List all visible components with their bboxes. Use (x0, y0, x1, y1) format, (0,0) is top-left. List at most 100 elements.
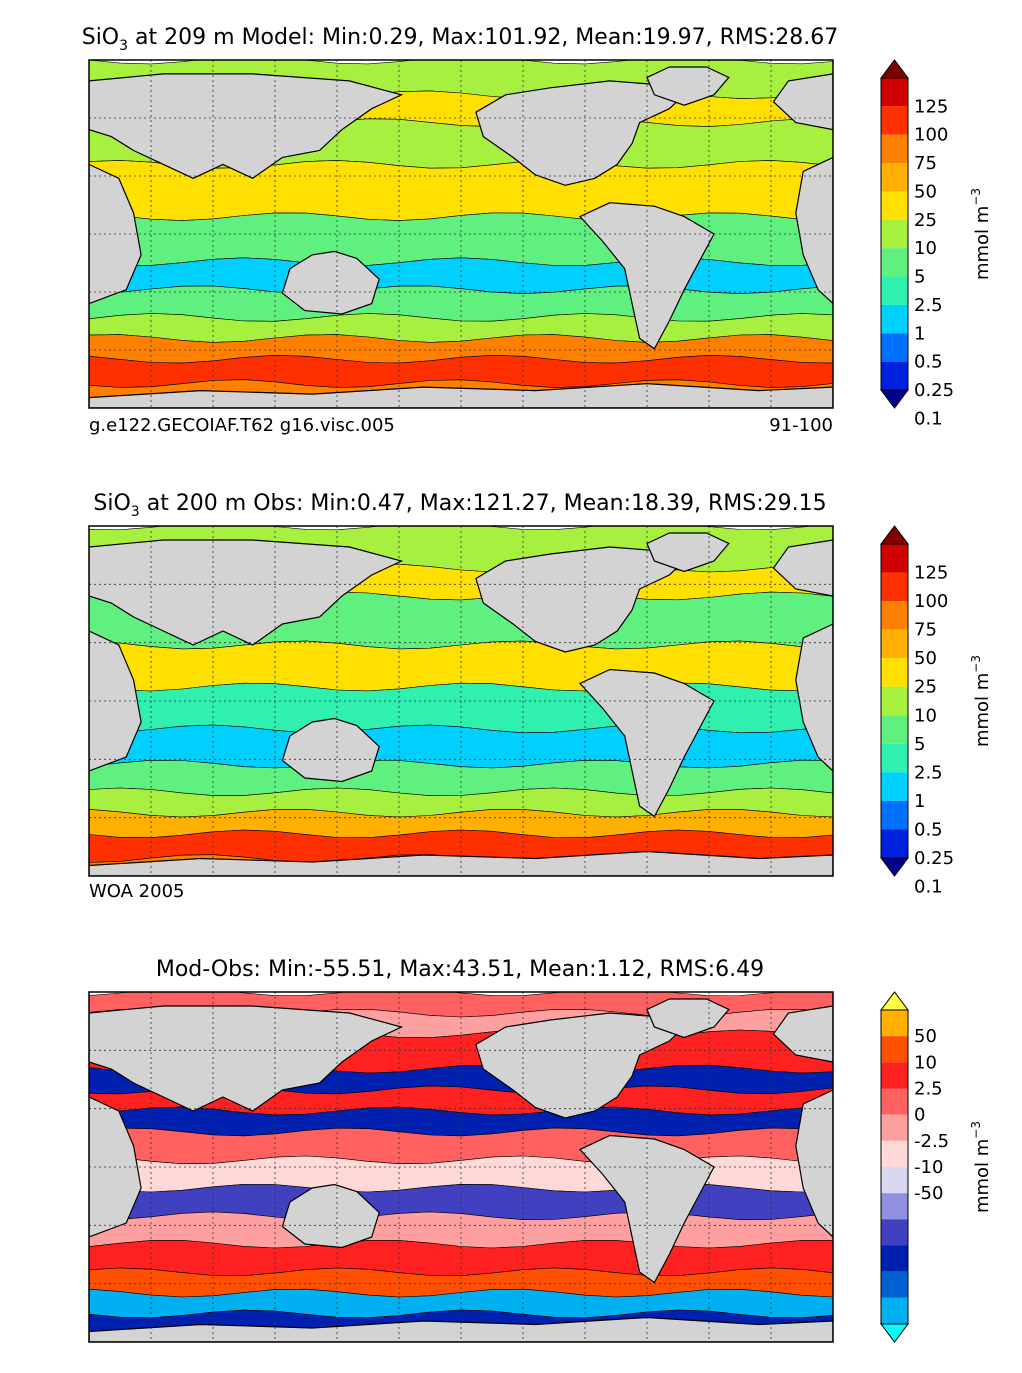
colorbar: 125 100 75 50 25 10 5 2.5 1 0.5 0.25 0.1 (880, 525, 954, 898)
land-mass (646, 532, 730, 573)
map-panel-3: 50 10 2.5 0 -2.5 -10 -50 mmol m−3 Mod-Obs: Min:-… (88, 957, 993, 1343)
colorbar-segment (881, 1088, 908, 1115)
colorbar-extend-bottom (880, 857, 909, 877)
colorbar-tick-label: 75 (914, 153, 937, 174)
colorbar-tick-label: 0 (914, 1105, 925, 1126)
colorbar-tick-label: 50 (914, 181, 937, 202)
colorbar-tick-label: 25 (914, 677, 937, 698)
colorbar-tick-label: 0.25 (914, 848, 954, 869)
colorbar-segment (881, 248, 908, 277)
colorbar-tick-label: 0.5 (914, 819, 943, 840)
colorbar-segment (881, 1297, 908, 1324)
map-field (89, 60, 833, 408)
map-field (89, 992, 833, 1342)
colorbar-tick-label: 5 (914, 734, 925, 755)
land-mass (795, 156, 833, 305)
colorbar-segment (881, 686, 908, 716)
colorbar-tick-label: 10 (914, 1052, 937, 1073)
map-frame (88, 525, 834, 877)
colorbar-tick-label: 25 (914, 210, 937, 231)
caption-right: 91-100 (769, 415, 833, 436)
colorbar-tick-label: 10 (914, 238, 937, 259)
colorbar-tick-label: -10 (914, 1157, 943, 1178)
colorbar-tick-label: 125 (914, 563, 948, 584)
colorbar-tick-label: 100 (914, 591, 948, 612)
colorbar-segment (881, 800, 908, 830)
colorbar-segment (881, 191, 908, 220)
colorbar: 125 100 75 50 25 10 5 2.5 1 0.5 0.25 0.1 (880, 59, 954, 429)
colorbar: 50 10 2.5 0 -2.5 -10 -50 (880, 991, 949, 1343)
colorbar-segment (881, 629, 908, 659)
land-mass (281, 717, 380, 783)
colorbar-segment (881, 361, 908, 390)
colorbar-segment (881, 1271, 908, 1298)
colorbar-extend-top (880, 59, 909, 79)
colorbar-tick-label: -2.5 (914, 1131, 949, 1152)
colorbar-segment (881, 219, 908, 249)
colorbar-frame (880, 77, 909, 391)
colorbar-segment (881, 1167, 908, 1194)
caption-left: g.e122.GECOIAF.T62 g16.visc.005 (89, 415, 395, 436)
colorbar-units-label: mmol m−3 (969, 188, 993, 280)
colorbar-segment (881, 715, 908, 744)
colorbar-segment (881, 163, 908, 192)
colorbar-segment (881, 1010, 908, 1037)
colorbar-extend-bottom (880, 1323, 909, 1343)
map-panel-1: 125 100 75 50 25 10 5 2.5 1 0.5 0.25 0.1 mmol m−3 SiO… (82, 25, 993, 436)
colorbar-segment (881, 1219, 908, 1246)
colorbar-tick-label: 0.5 (914, 352, 943, 373)
colorbar-segment (881, 743, 908, 773)
colorbar-tick-label: 1 (914, 791, 925, 812)
land-mass (89, 73, 404, 179)
land-mass (772, 1005, 833, 1063)
colorbar-segment (881, 1036, 908, 1063)
land-mass (772, 539, 833, 597)
colorbar-segment (881, 1245, 908, 1272)
colorbar-tick-label: 75 (914, 620, 937, 641)
panel-title: Mod-Obs: Min:-55.51, Max:43.51, Mean:1.1… (156, 957, 764, 982)
land-mass (795, 1089, 833, 1238)
land-mass (89, 539, 404, 646)
colorbar-frame (880, 1009, 909, 1325)
colorbar-extend-top (880, 991, 909, 1011)
colorbar-segment (881, 1062, 908, 1089)
land-mass (281, 1183, 380, 1249)
colorbar-extend-bottom (880, 389, 909, 409)
map-panel-2: 125 100 75 50 25 10 5 2.5 1 0.5 0.25 0.1 mmol m−3 SiO… (88, 491, 993, 902)
colorbar-segment (881, 829, 908, 858)
colorbar-segment (881, 544, 908, 573)
colorbar-segment (881, 304, 908, 334)
colorbar-segment (881, 276, 908, 305)
caption-left: WOA 2005 (89, 881, 185, 902)
colorbar-tick-label: 50 (914, 648, 937, 669)
colorbar-tick-label: 5 (914, 267, 925, 288)
colorbar-tick-label: 0.25 (914, 380, 954, 401)
colorbar-segment (881, 333, 908, 362)
colorbar-segment (881, 1114, 908, 1141)
colorbar-tick-label: 100 (914, 125, 948, 146)
land-mass (795, 623, 833, 772)
colorbar-tick-label: 0.1 (914, 408, 943, 429)
land-mass (89, 1005, 404, 1112)
colorbar-tick-label: 1 (914, 323, 925, 344)
colorbar-segment (881, 772, 908, 801)
colorbar-segment (881, 134, 908, 164)
colorbar-tick-label: 0.1 (914, 877, 943, 898)
colorbar-tick-label: 10 (914, 705, 937, 726)
colorbar-segment (881, 1193, 908, 1220)
colorbar-frame (880, 543, 909, 859)
land-mass (281, 250, 380, 315)
colorbar-segment (881, 572, 908, 602)
colorbar-segment (881, 658, 908, 687)
land-mass (646, 66, 730, 106)
colorbar-tick-label: 125 (914, 96, 948, 117)
colorbar-segment (881, 78, 908, 107)
map-frame (88, 991, 834, 1343)
panel-title: SiO3 at 209 m Model: Min:0.29, Max:101.9… (82, 25, 839, 54)
colorbar-tick-label: -50 (914, 1183, 943, 1204)
colorbar-tick-label: 2.5 (914, 1079, 943, 1100)
colorbar-units-label: mmol m−3 (969, 655, 993, 747)
colorbar-tick-label: 50 (914, 1026, 937, 1047)
colorbar-units-label: mmol m−3 (969, 1121, 993, 1213)
